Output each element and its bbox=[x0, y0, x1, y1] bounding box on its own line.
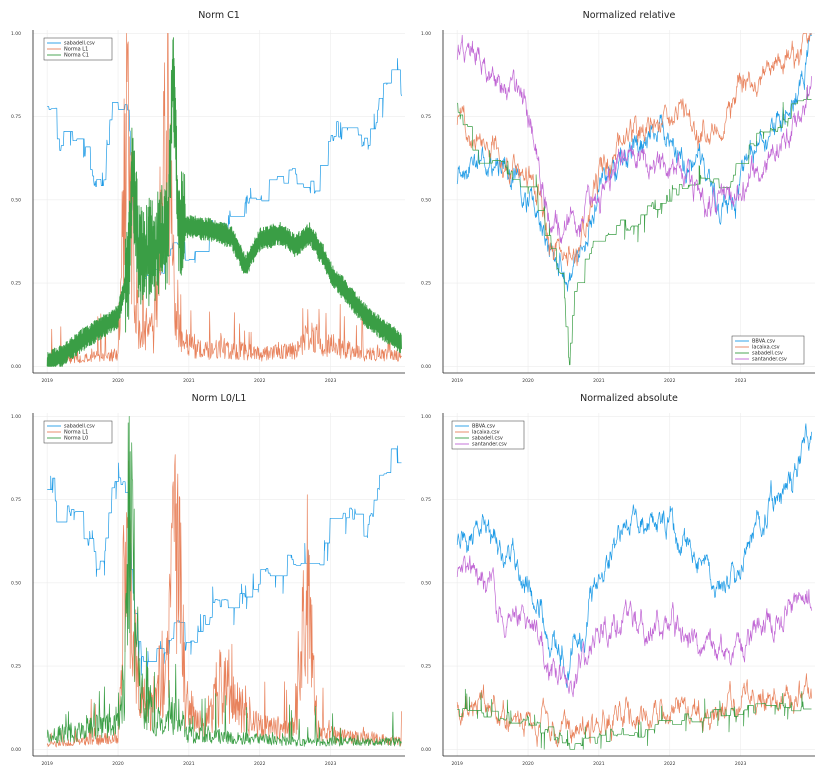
chart-panel-4: Normalized absolute 0.00 0.25 0.50 0.75 1.00 2… bbox=[421, 393, 815, 767]
y-tick-label: 0.25 bbox=[11, 281, 21, 287]
legend-entry: BBVA.csv bbox=[472, 424, 495, 430]
series-line-bbva-csv bbox=[456, 32, 812, 292]
x-tick-label: 2020 bbox=[112, 761, 124, 767]
legend-entry: Norma L0 bbox=[64, 436, 88, 442]
series-line-lacaixa-csv bbox=[456, 32, 812, 267]
series-line-sabadell-csv bbox=[47, 445, 402, 676]
series-line-sabadell-csv bbox=[457, 688, 812, 750]
x-tick-label: 2019 bbox=[451, 378, 463, 384]
y-tick-label: 0.50 bbox=[421, 197, 431, 203]
x-tick-label: 2019 bbox=[41, 378, 53, 384]
chart-title: Normalized absolute bbox=[580, 393, 678, 404]
y-tick-label: 0.00 bbox=[421, 747, 431, 753]
y-tick-label: 0.00 bbox=[11, 364, 21, 370]
x-tick-label: 2020 bbox=[522, 378, 534, 384]
legend-entry: BBVA.csv bbox=[752, 339, 775, 345]
legend-entry: santander.csv bbox=[472, 442, 507, 448]
legend-entry: santander.csv bbox=[752, 357, 787, 363]
series-line-norma-l1 bbox=[46, 32, 402, 365]
x-tick-label: 2023 bbox=[325, 761, 337, 767]
series-line-norma-c1 bbox=[46, 37, 402, 367]
y-tick-label: 0.75 bbox=[421, 114, 431, 120]
series-line-norma-l0 bbox=[46, 415, 402, 747]
series-line-norma-l1 bbox=[46, 454, 402, 748]
series-line-bbva-csv bbox=[456, 423, 812, 689]
legend-entry: lacaixa.csv bbox=[472, 430, 500, 436]
legend-entry: sabadell.csv bbox=[64, 424, 95, 430]
y-tick-label: 0.50 bbox=[421, 580, 431, 586]
y-tick-label: 0.00 bbox=[421, 364, 431, 370]
y-tick-label: 0.25 bbox=[421, 281, 431, 287]
chart-title: Normalized relative bbox=[583, 10, 676, 21]
x-tick-label: 2021 bbox=[183, 378, 195, 384]
series-line-santander-csv bbox=[456, 555, 812, 698]
y-tick-label: 0.25 bbox=[11, 664, 21, 670]
x-tick-label: 2020 bbox=[112, 378, 124, 384]
legend-entry: lacaixa.csv bbox=[752, 345, 780, 351]
x-tick-label: 2022 bbox=[254, 761, 266, 767]
legend-entry: sabadell.csv bbox=[752, 351, 783, 357]
series-line-sabadell-csv bbox=[457, 87, 812, 366]
y-tick-label: 1.00 bbox=[11, 414, 21, 420]
y-tick-label: 1.00 bbox=[421, 31, 431, 37]
x-tick-label: 2022 bbox=[254, 378, 266, 384]
legend-entry: Norma C1 bbox=[64, 53, 89, 59]
x-tick-label: 2019 bbox=[41, 761, 53, 767]
y-tick-label: 0.50 bbox=[11, 197, 21, 203]
legend-box bbox=[43, 37, 113, 61]
series-line-lacaixa-csv bbox=[456, 673, 812, 748]
chart-panel-3: Norm L0/L1 0.00 0.25 0.50 0.75 1.00 2019 2020 20… bbox=[11, 393, 405, 767]
legend-entry: Norma L1 bbox=[64, 430, 88, 436]
x-tick-label: 2021 bbox=[183, 761, 195, 767]
legend-box bbox=[43, 420, 113, 444]
y-tick-label: 0.75 bbox=[11, 114, 21, 120]
x-tick-label: 2021 bbox=[593, 761, 605, 767]
y-tick-label: 1.00 bbox=[11, 31, 21, 37]
legend-entry: sabadell.csv bbox=[64, 41, 95, 47]
x-tick-label: 2023 bbox=[735, 378, 747, 384]
legend-entry: sabadell.csv bbox=[472, 436, 503, 442]
y-tick-label: 0.50 bbox=[11, 580, 21, 586]
x-tick-label: 2023 bbox=[325, 378, 337, 384]
x-tick-label: 2022 bbox=[664, 378, 676, 384]
x-tick-label: 2019 bbox=[451, 761, 463, 767]
legend-entry: Norma L1 bbox=[64, 47, 88, 53]
x-tick-label: 2020 bbox=[522, 761, 534, 767]
series-line-santander-csv bbox=[456, 34, 812, 244]
y-tick-label: 0.75 bbox=[421, 497, 431, 503]
x-tick-label: 2022 bbox=[664, 761, 676, 767]
chart-title: Norm C1 bbox=[198, 10, 240, 21]
x-tick-label: 2021 bbox=[593, 378, 605, 384]
y-tick-label: 0.25 bbox=[421, 664, 431, 670]
y-tick-label: 1.00 bbox=[421, 414, 431, 420]
chart-title: Norm L0/L1 bbox=[192, 393, 247, 404]
x-tick-label: 2023 bbox=[735, 761, 747, 767]
y-tick-label: 0.00 bbox=[11, 747, 21, 753]
chart-panel-1: Norm C1 0.00 0.25 0.50 0.75 1.00 2019 2020 2021 2… bbox=[11, 10, 405, 384]
chart-panel-2: Normalized relative 0.00 0.25 0.50 0.75 1.00 2… bbox=[421, 10, 815, 384]
y-tick-label: 0.75 bbox=[11, 497, 21, 503]
